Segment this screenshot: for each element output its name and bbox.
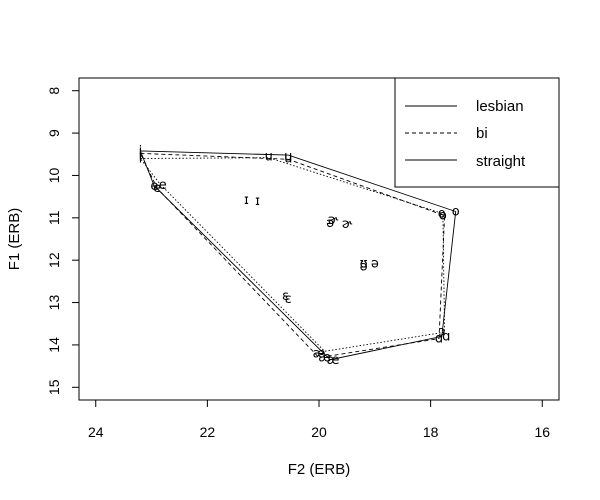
vowel-label: e <box>150 179 158 194</box>
vowel-label: ə <box>371 257 379 272</box>
vowel-label: ɚ <box>342 217 353 232</box>
vowel-label: æ <box>327 353 340 368</box>
y-tick-label: 9 <box>46 129 62 137</box>
vowel-label: u <box>265 149 273 164</box>
vowel-label: u <box>284 152 292 167</box>
x-tick-label: 24 <box>88 424 104 440</box>
vowel-label: ɚ <box>328 213 339 228</box>
legend-label-lesbian: lesbian <box>476 98 524 115</box>
vowel-label: ɛ <box>285 292 292 307</box>
vowel-label: e <box>153 181 161 196</box>
vowel-label: ɛ <box>282 289 289 304</box>
vowel-label: ʊ <box>360 257 368 272</box>
vowel-label: e <box>159 178 167 193</box>
vowel-label: æ <box>313 346 326 361</box>
y-tick-label: 15 <box>46 379 62 395</box>
y-axis: 8 9 10 11 12 13 14 15 <box>46 87 80 395</box>
hull-bi <box>139 152 446 359</box>
legend-label-bi: bi <box>476 125 488 142</box>
x-axis: 24 22 20 18 16 <box>88 399 550 440</box>
x-tick-label: 22 <box>200 424 216 440</box>
vowel-label: ɪ <box>255 194 260 209</box>
x-axis-title: F2 (ERB) <box>288 461 351 478</box>
legend: lesbian bi straight <box>394 77 560 188</box>
x-tick-label: 16 <box>534 424 550 440</box>
vowel-label: æ <box>318 351 331 366</box>
y-tick-label: 8 <box>46 87 62 95</box>
y-tick-label: 13 <box>46 295 62 311</box>
y-tick-label: 12 <box>46 252 62 268</box>
x-tick-label: 20 <box>311 424 327 440</box>
vowel-label: ɑ <box>442 329 450 344</box>
legend-label-straight: straight <box>476 153 526 170</box>
vowel-label: u <box>284 149 292 164</box>
vowel-label: o <box>439 209 447 224</box>
vowel-label: ə <box>360 260 368 275</box>
vowel-label: i <box>139 144 143 159</box>
vowel-label: o <box>452 204 460 219</box>
x-tick-label: 18 <box>423 424 439 440</box>
vowel-label: i <box>139 152 143 167</box>
y-tick-label: 10 <box>46 167 62 183</box>
y-axis-title: F1 (ERB) <box>6 208 23 271</box>
y-tick-label: 14 <box>46 337 62 353</box>
vowel-label: ɔ <box>438 324 445 339</box>
hull-lesbian <box>139 150 457 361</box>
vowel-label: o <box>438 207 446 222</box>
vowel-hulls <box>139 150 457 361</box>
vowel-label: i <box>139 148 143 163</box>
y-tick-label: 11 <box>46 210 62 225</box>
vowel-label: ɪ <box>244 193 249 208</box>
vowel-label: ə <box>326 216 334 231</box>
vowel-label: ɑ <box>435 332 443 347</box>
